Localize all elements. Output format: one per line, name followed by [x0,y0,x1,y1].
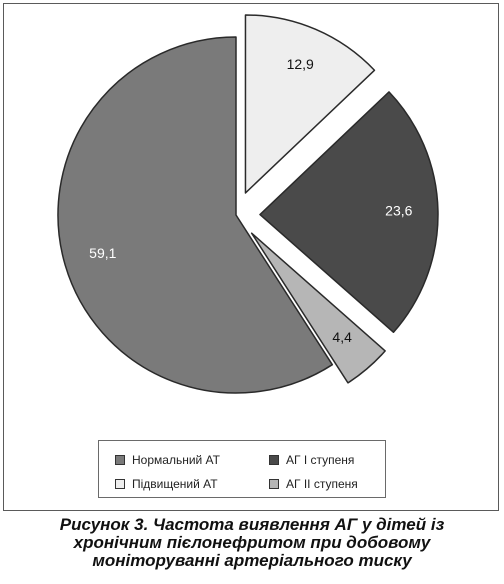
legend-swatch [269,455,279,465]
legend-swatch [115,479,125,489]
slice-value-label-ag1: 23,6 [385,203,412,219]
legend-swatch [115,455,125,465]
legend-label: Підвищений АТ [132,477,218,491]
caption-line: моніторуванні артеріального тиску [92,551,412,570]
legend: Нормальний АТ АГ I ступеня Підвищений АТ… [98,440,386,498]
legend-item-normal: Нормальний АТ [115,453,220,467]
legend-item-ag1: АГ I ступеня [269,453,354,467]
caption-line: хронічним пієлонефритом при добовому [73,533,431,552]
figure-caption: Рисунок 3. Частота виявлення АГ у дітей … [0,516,504,570]
slice-value-label-normal: 59,1 [89,245,116,261]
pie-slice-normal [57,36,334,394]
pie-chart: 59,1 12,9 23,6 4,4 [57,14,439,394]
pie-slice-ag1 [259,91,439,334]
slice-value-label-ag2: 4,4 [332,329,352,345]
legend-label: Нормальний АТ [132,453,220,467]
legend-label: АГ II ступеня [286,477,358,491]
legend-item-elevated: Підвищений АТ [115,477,218,491]
slice-value-label-elevated: 12,9 [287,56,314,72]
legend-swatch [269,479,279,489]
pie-slice-elevated [244,14,376,194]
pie-slice-ag2 [250,232,386,384]
caption-line: Рисунок 3. Частота виявлення АГ у дітей … [59,515,445,534]
legend-label: АГ I ступеня [286,453,355,467]
legend-item-ag2: АГ II ступеня [269,477,358,491]
